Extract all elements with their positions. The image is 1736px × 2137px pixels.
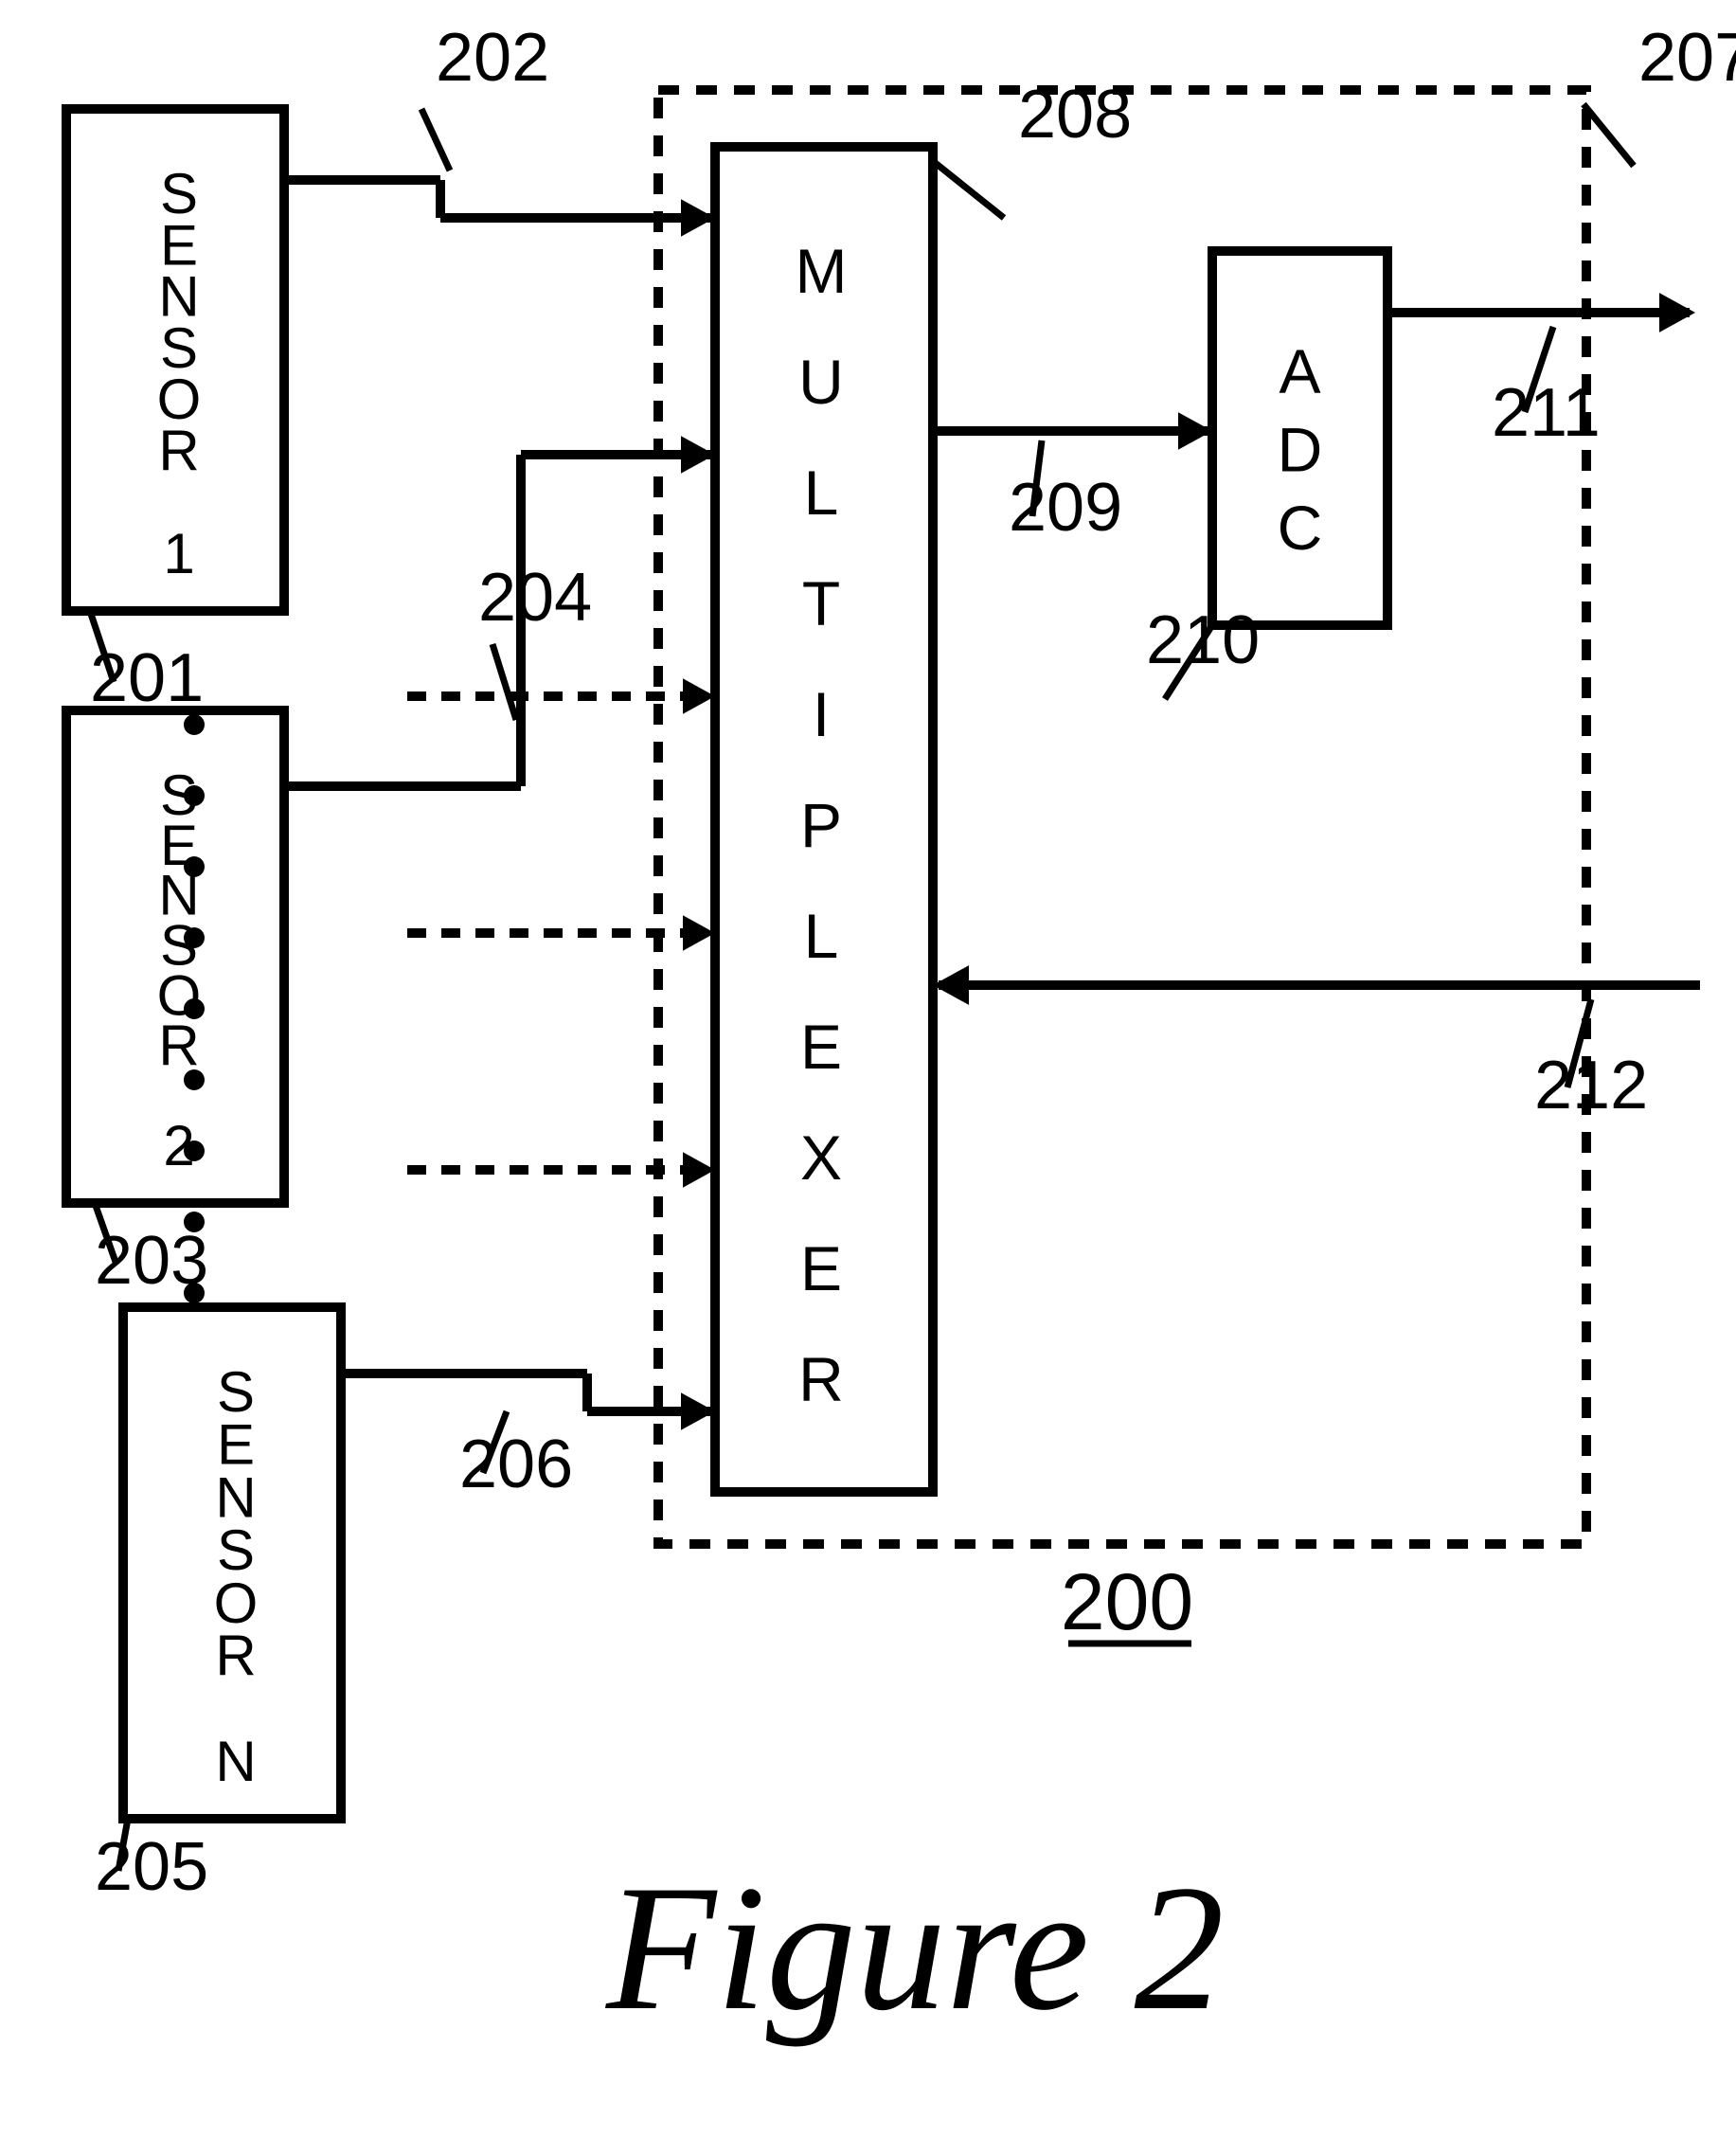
svg-text:R: R	[215, 1625, 256, 1688]
svg-text:205: 205	[95, 1829, 208, 1905]
svg-text:U: U	[798, 347, 850, 417]
svg-text:E: E	[800, 1233, 848, 1303]
svg-text:211: 211	[1492, 375, 1601, 451]
svg-text:L: L	[804, 901, 845, 971]
svg-text:R: R	[158, 419, 199, 482]
svg-text:A: A	[1279, 336, 1320, 406]
svg-text:208: 208	[1018, 77, 1132, 153]
svg-text:R: R	[798, 1344, 850, 1414]
svg-text:207: 207	[1638, 20, 1736, 96]
svg-text:D: D	[1278, 415, 1323, 485]
svg-text:209: 209	[1009, 470, 1122, 546]
svg-text:I: I	[813, 679, 835, 749]
svg-text:L: L	[804, 458, 845, 528]
svg-text:M: M	[796, 236, 853, 306]
svg-text:212: 212	[1534, 1048, 1648, 1123]
svg-text:204: 204	[478, 560, 592, 636]
svg-text:200: 200	[1061, 1557, 1193, 1646]
svg-text:206: 206	[459, 1427, 573, 1502]
svg-text:C: C	[1278, 493, 1323, 563]
svg-text:P: P	[800, 790, 848, 860]
svg-text:N: N	[215, 1730, 256, 1793]
svg-text:210: 210	[1146, 602, 1260, 678]
svg-text:E: E	[800, 1012, 848, 1082]
svg-text:Figure 2: Figure 2	[604, 1849, 1225, 2048]
svg-text:T: T	[802, 568, 846, 638]
svg-text:201: 201	[90, 640, 204, 716]
svg-text:202: 202	[436, 20, 549, 96]
svg-text:X: X	[800, 1122, 848, 1193]
svg-text:R: R	[158, 1014, 199, 1077]
svg-text:1: 1	[163, 522, 194, 585]
